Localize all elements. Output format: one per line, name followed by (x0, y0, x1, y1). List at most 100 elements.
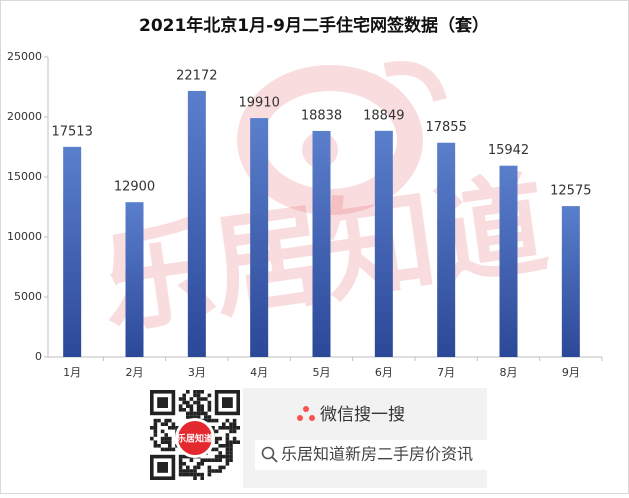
qr-dot (189, 408, 194, 412)
qr-dot (164, 440, 168, 444)
qr-dot (229, 458, 233, 462)
qr-dot (222, 422, 226, 426)
qr-dot (211, 418, 215, 423)
qr-dot (171, 426, 176, 430)
search-query: 乐居知道新房二手房价资讯 (281, 445, 473, 464)
data-label: 12900 (114, 180, 155, 195)
qr-dot (186, 411, 190, 416)
magnifier (261, 446, 278, 463)
qr-dot (207, 418, 212, 423)
qr-dot (196, 400, 201, 405)
qr-dot (168, 426, 172, 430)
bar (374, 130, 393, 357)
qr-dot (218, 465, 222, 470)
qr-dot (232, 440, 237, 444)
qr-dot (207, 415, 212, 419)
qr-dot (178, 404, 183, 408)
qr-dot (196, 404, 201, 408)
qr-dot (218, 454, 222, 459)
data-label: 18849 (363, 108, 404, 123)
qr-dot (207, 400, 212, 405)
qr-dot (178, 472, 183, 477)
qr-dot (229, 454, 233, 459)
qr-dot (189, 397, 194, 401)
qr-dot (211, 469, 215, 473)
qr-dot (189, 415, 194, 419)
qr-dot (214, 440, 219, 444)
data-label: 19910 (238, 96, 279, 111)
qr-dot (225, 444, 230, 448)
qr-dot (229, 422, 233, 426)
qr-dot (200, 411, 204, 416)
bar (63, 146, 82, 357)
qr-dot (218, 426, 222, 430)
y-tick-label: 0 (35, 350, 42, 363)
qr-dot (225, 440, 230, 444)
bar (499, 165, 518, 357)
qr-dot (236, 440, 240, 444)
data-label: 17513 (51, 124, 92, 139)
qr-dot (189, 404, 194, 408)
qr-dot (225, 418, 230, 423)
search-title: 微信搜一搜 (320, 405, 405, 425)
search-box[interactable] (255, 440, 487, 470)
qr-dot (196, 415, 201, 419)
qr-dot (207, 458, 212, 462)
qr-dot (232, 426, 237, 430)
qr-dot (186, 400, 190, 405)
qr-dot (164, 433, 168, 437)
qr-dot (153, 433, 158, 437)
qr-dot (186, 465, 190, 470)
qr-dot (168, 418, 172, 423)
qr-dot (189, 411, 194, 416)
qr-dot (229, 447, 233, 452)
qr-dot (193, 411, 197, 416)
qr-dot (207, 393, 212, 398)
qr-dot (164, 436, 168, 441)
qr-dot (229, 426, 233, 430)
qr-dot (214, 418, 219, 423)
qr-dot (200, 408, 204, 412)
qr-dot (189, 458, 194, 462)
qr-dot (225, 458, 230, 462)
qr-dot (214, 436, 219, 441)
qr-dot (222, 454, 226, 459)
qr-dot (196, 411, 201, 416)
qr-dot (157, 418, 161, 423)
qr-dot (211, 426, 215, 430)
qr-dot (186, 469, 190, 473)
y-tick-label: 25000 (7, 50, 42, 63)
qr-dot (193, 390, 197, 394)
qr-dot (193, 476, 197, 480)
qr-dot (182, 462, 186, 466)
qr-dot (193, 469, 197, 473)
qr-dot (232, 418, 237, 423)
x-tick-label: 2月 (126, 366, 144, 379)
qr-dot (164, 422, 168, 426)
qr-dot (168, 444, 172, 448)
bar (312, 130, 331, 357)
qr-dot (186, 390, 190, 394)
qr-dot (178, 408, 183, 412)
qr-dot (189, 472, 194, 477)
y-tick-label: 20000 (7, 110, 42, 123)
qr-dot (182, 469, 186, 473)
qr-dot (178, 397, 183, 401)
qr-dot (214, 429, 219, 434)
qr-dot (160, 436, 165, 441)
qr-dot (225, 433, 230, 437)
qr-dot (211, 447, 215, 452)
x-tick-label: 1月 (63, 366, 81, 379)
qr-dot (218, 469, 222, 473)
qr-dot (171, 447, 176, 452)
bar (250, 118, 269, 357)
qr-dot (225, 426, 230, 430)
qr-dot (225, 436, 230, 441)
qr-dot (196, 465, 201, 470)
y-tick-label: 5000 (14, 290, 42, 303)
qr-dot (168, 447, 172, 452)
qr-dot (207, 404, 212, 408)
qr-dot (196, 393, 201, 398)
qr-dot (229, 444, 233, 448)
x-tick-label: 6月 (375, 366, 393, 379)
